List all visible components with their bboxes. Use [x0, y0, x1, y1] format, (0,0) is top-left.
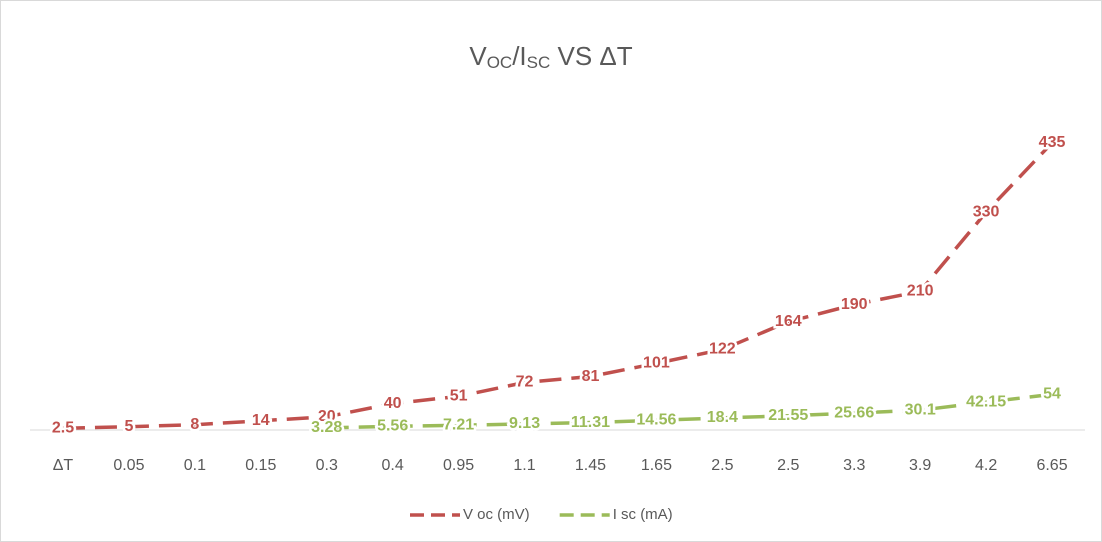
title-part: SC [527, 53, 551, 72]
data-label: 3.28 [311, 419, 342, 436]
x-tick-label: 4.2 [975, 457, 997, 474]
data-label: 330 [973, 203, 1000, 220]
x-tick-label: 0.1 [184, 457, 206, 474]
x-tick-label: 1.1 [513, 457, 535, 474]
data-label: 11.31 [571, 414, 610, 431]
data-label: 54 [1043, 386, 1061, 403]
data-label: 81 [582, 368, 600, 385]
data-label: 8 [190, 416, 199, 433]
series-line [62, 141, 1054, 431]
data-label: 25.66 [834, 404, 874, 421]
chart-title: VOC/ISC VS ΔT [469, 41, 632, 73]
x-tick-label: 3.3 [843, 457, 865, 474]
data-label: 9.13 [509, 415, 540, 432]
data-label: 14 [252, 412, 270, 429]
x-tick-label: 1.45 [575, 457, 606, 474]
series-line [326, 392, 1053, 430]
data-label: 122 [709, 341, 736, 358]
x-tick-label: 2.5 [777, 457, 799, 474]
data-label: 435 [1039, 134, 1066, 151]
data-label: 21.55 [768, 407, 808, 424]
x-tick-label: 0.4 [382, 457, 404, 474]
x-tick-label: 6.65 [1036, 457, 1067, 474]
data-label: 2.5 [52, 420, 74, 437]
data-label: 42.15 [966, 393, 1006, 410]
x-tick-label: 0.3 [316, 457, 338, 474]
title-part: V [469, 41, 487, 71]
data-label: 14.56 [636, 412, 676, 429]
data-label: 101 [643, 355, 670, 372]
data-label: 72 [516, 374, 534, 391]
data-label: 30.1 [905, 401, 936, 418]
data-label: 7.21 [443, 416, 474, 433]
data-label: 190 [841, 296, 868, 313]
data-label: 164 [775, 313, 802, 330]
title-part: /I [512, 41, 526, 71]
legend-label: V oc (mV) [463, 506, 530, 523]
legend-label: I sc (mA) [613, 506, 673, 523]
data-label: 20 [318, 408, 336, 425]
title-part: OC [487, 53, 513, 72]
data-label: 51 [450, 388, 468, 405]
x-tick-label: 0.05 [113, 457, 144, 474]
title-part: VS ΔT [550, 41, 632, 71]
x-tick-label: 1.65 [641, 457, 672, 474]
x-tick-label: 0.15 [245, 457, 276, 474]
data-label: 40 [384, 395, 402, 412]
data-label: 5.56 [377, 418, 408, 435]
x-tick-label: ΔT [53, 457, 74, 474]
x-tick-label: 3.9 [909, 457, 931, 474]
data-label: 5 [124, 418, 133, 435]
data-label: 210 [907, 283, 934, 300]
data-label: 18.4 [707, 409, 738, 426]
x-tick-label: 2.5 [711, 457, 733, 474]
x-tick-label: 0.95 [443, 457, 474, 474]
